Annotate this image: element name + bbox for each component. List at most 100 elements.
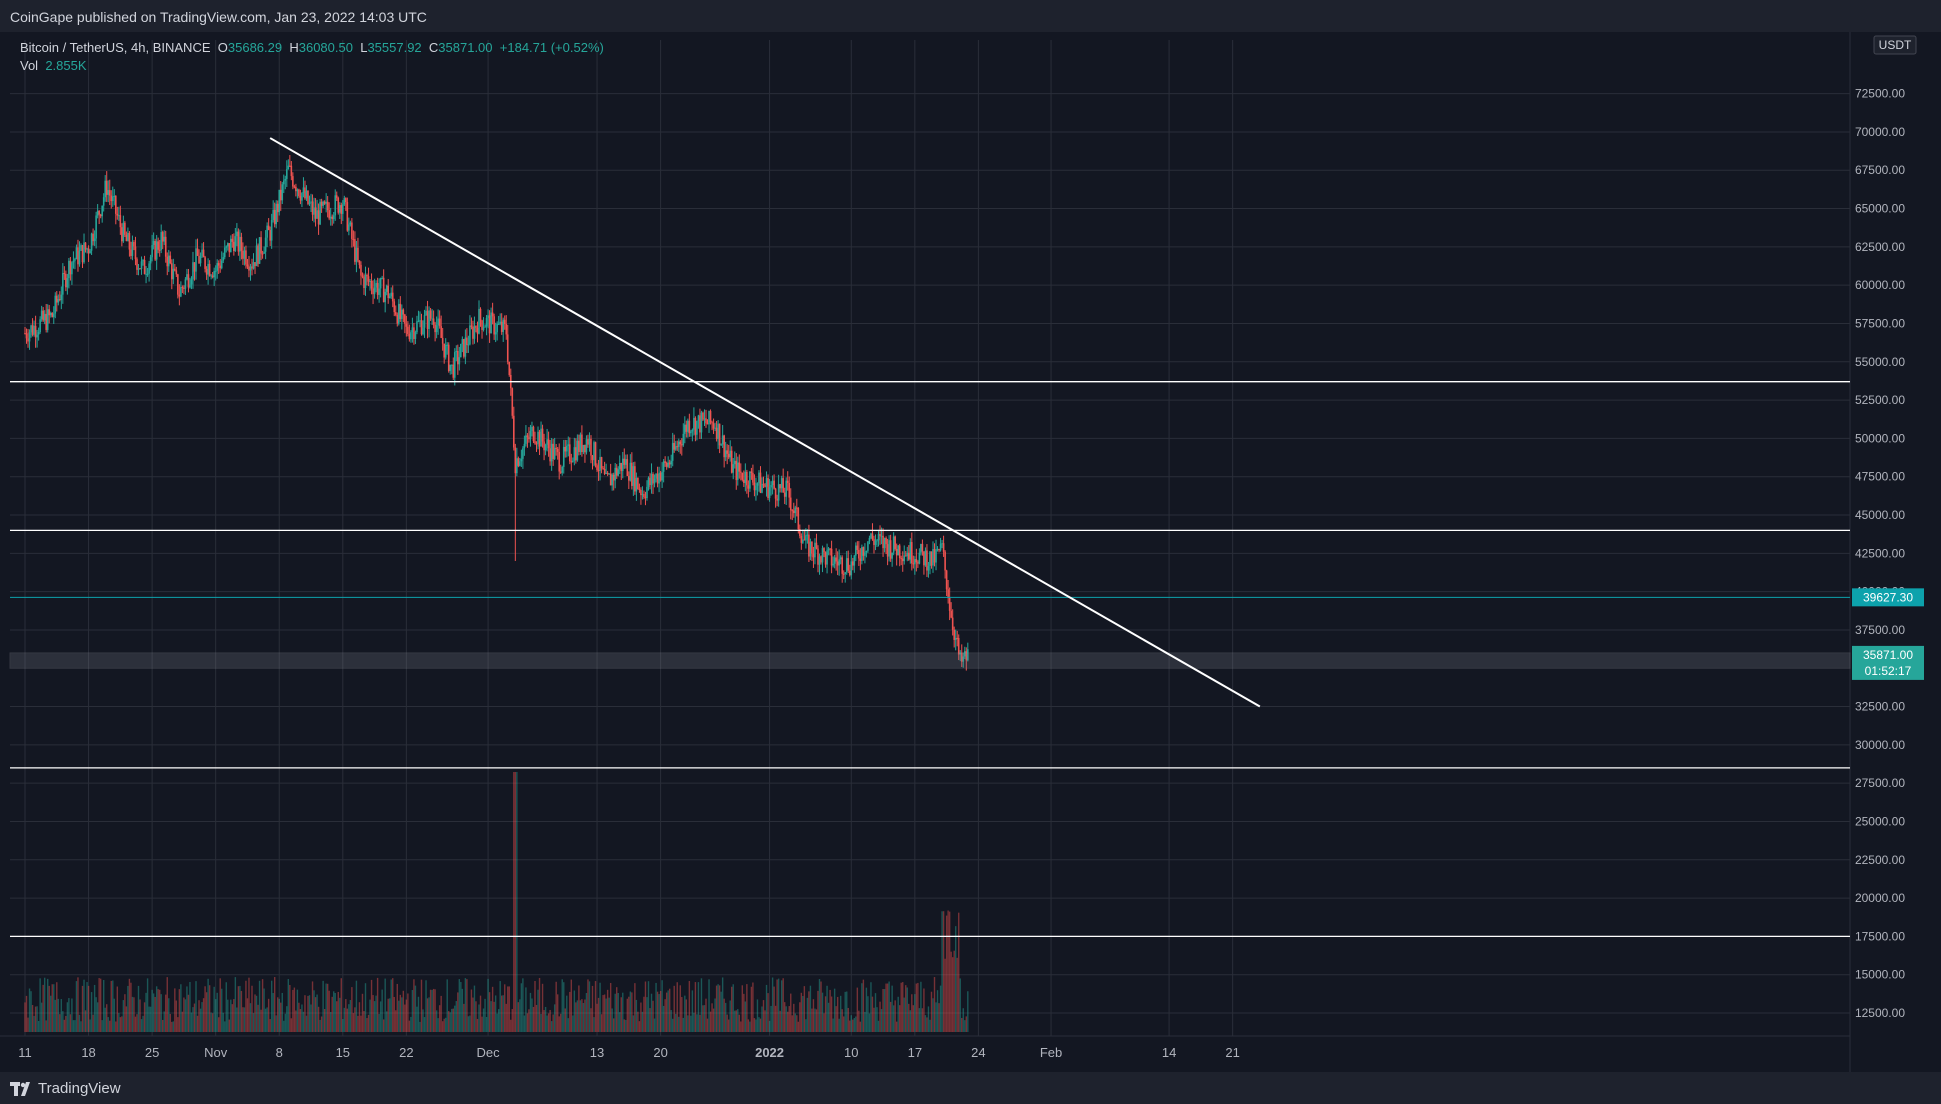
volume-bar <box>800 992 803 1032</box>
volume-bar <box>664 999 666 1032</box>
volume-bar <box>110 980 112 1032</box>
candle-body <box>175 270 178 275</box>
volume-bar <box>685 999 688 1032</box>
candle-body <box>402 309 405 315</box>
candle-body <box>119 215 122 228</box>
candle-body <box>614 467 616 481</box>
price-chart[interactable]: 72500.00 70000.00 67500.00 65000.00 62500.00… <box>0 32 1941 1072</box>
candle-body <box>40 310 43 320</box>
candle-body <box>299 196 302 201</box>
candle-body <box>817 548 819 565</box>
candle-body <box>611 474 613 486</box>
candle-body <box>895 548 898 556</box>
candle-body <box>151 245 153 258</box>
volume-bar <box>752 982 754 1032</box>
volume-bar <box>425 980 427 1032</box>
candle-body <box>145 273 147 275</box>
candle-body <box>802 539 804 543</box>
volume-bar <box>641 1011 644 1032</box>
volume-bar <box>242 1007 244 1032</box>
candle-body <box>618 463 621 470</box>
volume-bar <box>759 1018 762 1032</box>
candle-body <box>180 287 182 297</box>
candle-body <box>307 190 309 204</box>
candle-body <box>676 446 679 448</box>
volume-bar <box>608 997 610 1032</box>
volume-bar <box>316 994 318 1032</box>
volume-bar <box>432 988 435 1032</box>
candle-body <box>440 326 442 338</box>
candle-body <box>234 236 237 252</box>
support-zone <box>9 652 1851 669</box>
candle-body <box>222 257 225 261</box>
candle-body <box>211 275 214 278</box>
candle-body <box>255 245 258 267</box>
volume-bar <box>478 1004 480 1032</box>
candle-body <box>762 483 765 486</box>
candle-body <box>323 201 326 204</box>
volume-bar <box>487 978 489 1032</box>
volume-bar <box>208 985 211 1032</box>
candle-body <box>814 542 816 558</box>
volume-bar <box>490 1001 492 1032</box>
volume-bar <box>124 994 126 1032</box>
symbol-legend: Bitcoin / TetherUS, 4h, BINANCE O35686.2… <box>20 40 604 55</box>
volume-bar <box>838 1018 840 1032</box>
candle-body <box>780 478 783 489</box>
candle-body <box>387 285 389 298</box>
volume-bar <box>331 996 333 1032</box>
volume-bar <box>106 1004 108 1032</box>
candle-body <box>331 216 334 220</box>
candle-body <box>553 447 556 460</box>
volume-bar <box>475 1001 477 1032</box>
volume-bar <box>162 1019 164 1032</box>
candle-body <box>351 222 353 239</box>
volume-bar <box>441 1021 444 1032</box>
candle-body <box>749 471 751 489</box>
candle-body <box>345 198 347 203</box>
candle-body <box>696 420 698 435</box>
volume-bar <box>413 979 415 1032</box>
volume-bar <box>705 998 707 1032</box>
volume-bar <box>165 994 167 1032</box>
volume-bar <box>941 911 943 1032</box>
volume-bar <box>269 1019 271 1032</box>
volume-bar <box>366 1018 368 1032</box>
volume-bar <box>619 1012 621 1032</box>
candle-body <box>758 472 760 484</box>
candle-body <box>111 196 114 202</box>
volume-bar <box>334 992 336 1032</box>
volume-bar <box>873 1007 875 1032</box>
candle-body <box>355 247 358 262</box>
volume-bar <box>328 990 330 1032</box>
candle-body <box>279 189 282 201</box>
volume-bar <box>31 1005 34 1032</box>
volume-bar <box>319 1019 321 1032</box>
candle-body <box>897 545 899 556</box>
volume-bar <box>375 995 377 1032</box>
candle-body <box>293 186 296 188</box>
volume-bar <box>28 988 31 1032</box>
volume-bar <box>246 998 249 1032</box>
volume-bar <box>556 994 559 1032</box>
candle-body <box>718 423 721 446</box>
candle-body <box>388 296 391 298</box>
candle-body <box>416 321 418 333</box>
candle-body <box>65 273 67 288</box>
candle-body <box>260 237 262 254</box>
volume-bar <box>364 983 367 1032</box>
y-tick-label: 45000.00 <box>1855 508 1905 522</box>
volume-bar <box>964 1020 966 1032</box>
candle-body <box>520 458 523 462</box>
candle-body <box>587 439 589 445</box>
volume-bar <box>714 998 716 1032</box>
candle-body <box>449 364 452 372</box>
candle-body <box>410 332 412 340</box>
x-tick-label: 18 <box>81 1045 95 1060</box>
high-value: 36080.50 <box>298 40 353 55</box>
candle-body <box>575 447 577 461</box>
volume-bar <box>579 1000 582 1032</box>
volume-bar <box>323 1009 326 1032</box>
volume-bar <box>783 1002 786 1032</box>
candle-body <box>743 479 745 483</box>
